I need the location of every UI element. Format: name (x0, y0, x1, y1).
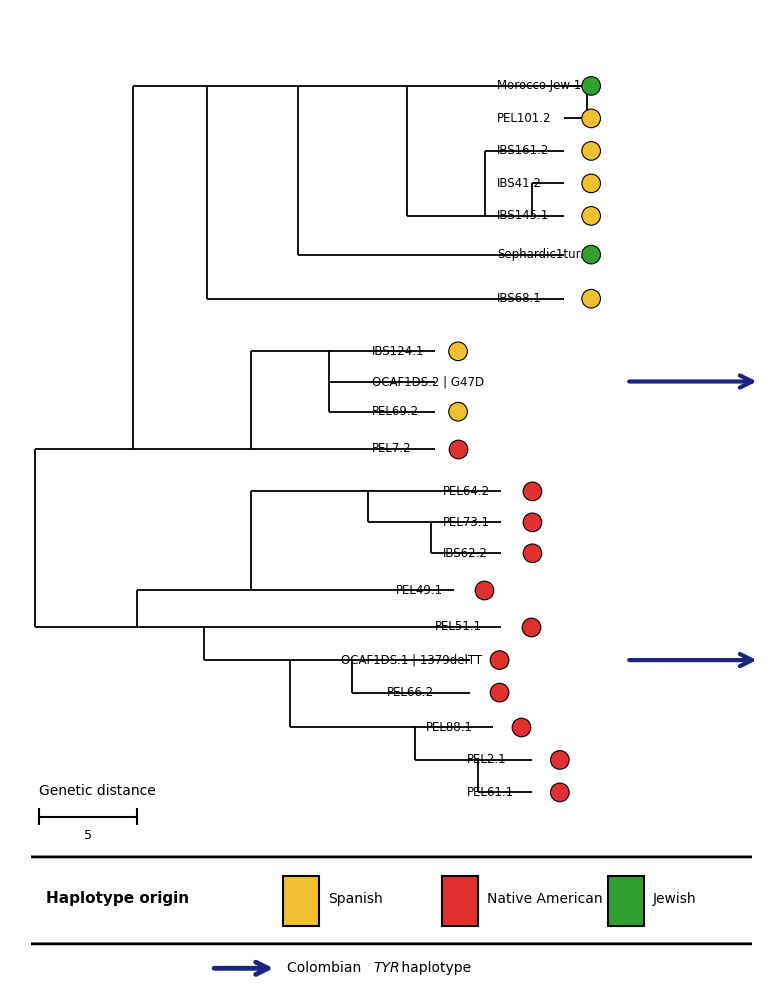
Point (585, 291, 597, 307)
Text: IBS41.2: IBS41.2 (497, 177, 542, 190)
Point (478, 582, 490, 599)
Point (585, 111, 597, 127)
Point (585, 175, 597, 191)
Point (585, 143, 597, 159)
Text: haplotype: haplotype (396, 962, 471, 975)
Text: Colombian: Colombian (287, 962, 366, 975)
Text: IBS124.1: IBS124.1 (372, 345, 424, 358)
Text: Genetic distance: Genetic distance (39, 784, 156, 798)
Text: Sephardic1tur.2: Sephardic1tur.2 (497, 248, 591, 262)
Text: Jewish: Jewish (652, 891, 696, 905)
Point (452, 441, 464, 457)
Point (554, 785, 566, 801)
Point (452, 343, 464, 359)
Text: IBS68.1: IBS68.1 (497, 292, 542, 305)
Text: PEL64.2: PEL64.2 (442, 485, 489, 498)
Text: PEL2.1: PEL2.1 (467, 753, 507, 767)
Point (493, 684, 506, 700)
Text: PEL49.1: PEL49.1 (396, 583, 443, 597)
Text: PEL88.1: PEL88.1 (426, 721, 473, 734)
FancyBboxPatch shape (9, 857, 772, 944)
Point (493, 652, 506, 668)
Text: Morocco Jew 10.2: Morocco Jew 10.2 (497, 79, 600, 93)
Text: OCAF1DS.1 | 1379delTT: OCAF1DS.1 | 1379delTT (341, 654, 482, 667)
Point (452, 403, 464, 420)
Text: TYR: TYR (373, 962, 400, 975)
FancyBboxPatch shape (442, 876, 478, 926)
Text: PEL66.2: PEL66.2 (387, 686, 434, 699)
Point (554, 751, 566, 768)
Text: IBS145.1: IBS145.1 (497, 209, 550, 222)
FancyBboxPatch shape (608, 876, 644, 926)
Text: PEL51.1: PEL51.1 (435, 621, 482, 634)
Text: PEL73.1: PEL73.1 (442, 516, 489, 529)
Text: PEL61.1: PEL61.1 (467, 786, 514, 799)
Point (585, 77, 597, 94)
Point (585, 246, 597, 263)
Text: Haplotype origin: Haplotype origin (45, 891, 189, 906)
Text: PEL101.2: PEL101.2 (497, 112, 552, 125)
Point (526, 483, 539, 499)
Text: IBS161.2: IBS161.2 (497, 145, 550, 157)
Text: PEL69.2: PEL69.2 (372, 405, 419, 418)
Text: IBS62.2: IBS62.2 (442, 547, 487, 559)
Text: PEL7.2: PEL7.2 (372, 443, 412, 456)
Text: Native American: Native American (486, 891, 602, 905)
Text: 5: 5 (84, 829, 92, 842)
Point (514, 719, 527, 735)
FancyBboxPatch shape (283, 876, 319, 926)
Point (526, 514, 539, 530)
Point (526, 545, 539, 561)
Point (525, 619, 537, 635)
Text: OCAF1DS.2 | G47D: OCAF1DS.2 | G47D (372, 375, 484, 388)
Point (585, 208, 597, 224)
Text: Spanish: Spanish (328, 891, 383, 905)
